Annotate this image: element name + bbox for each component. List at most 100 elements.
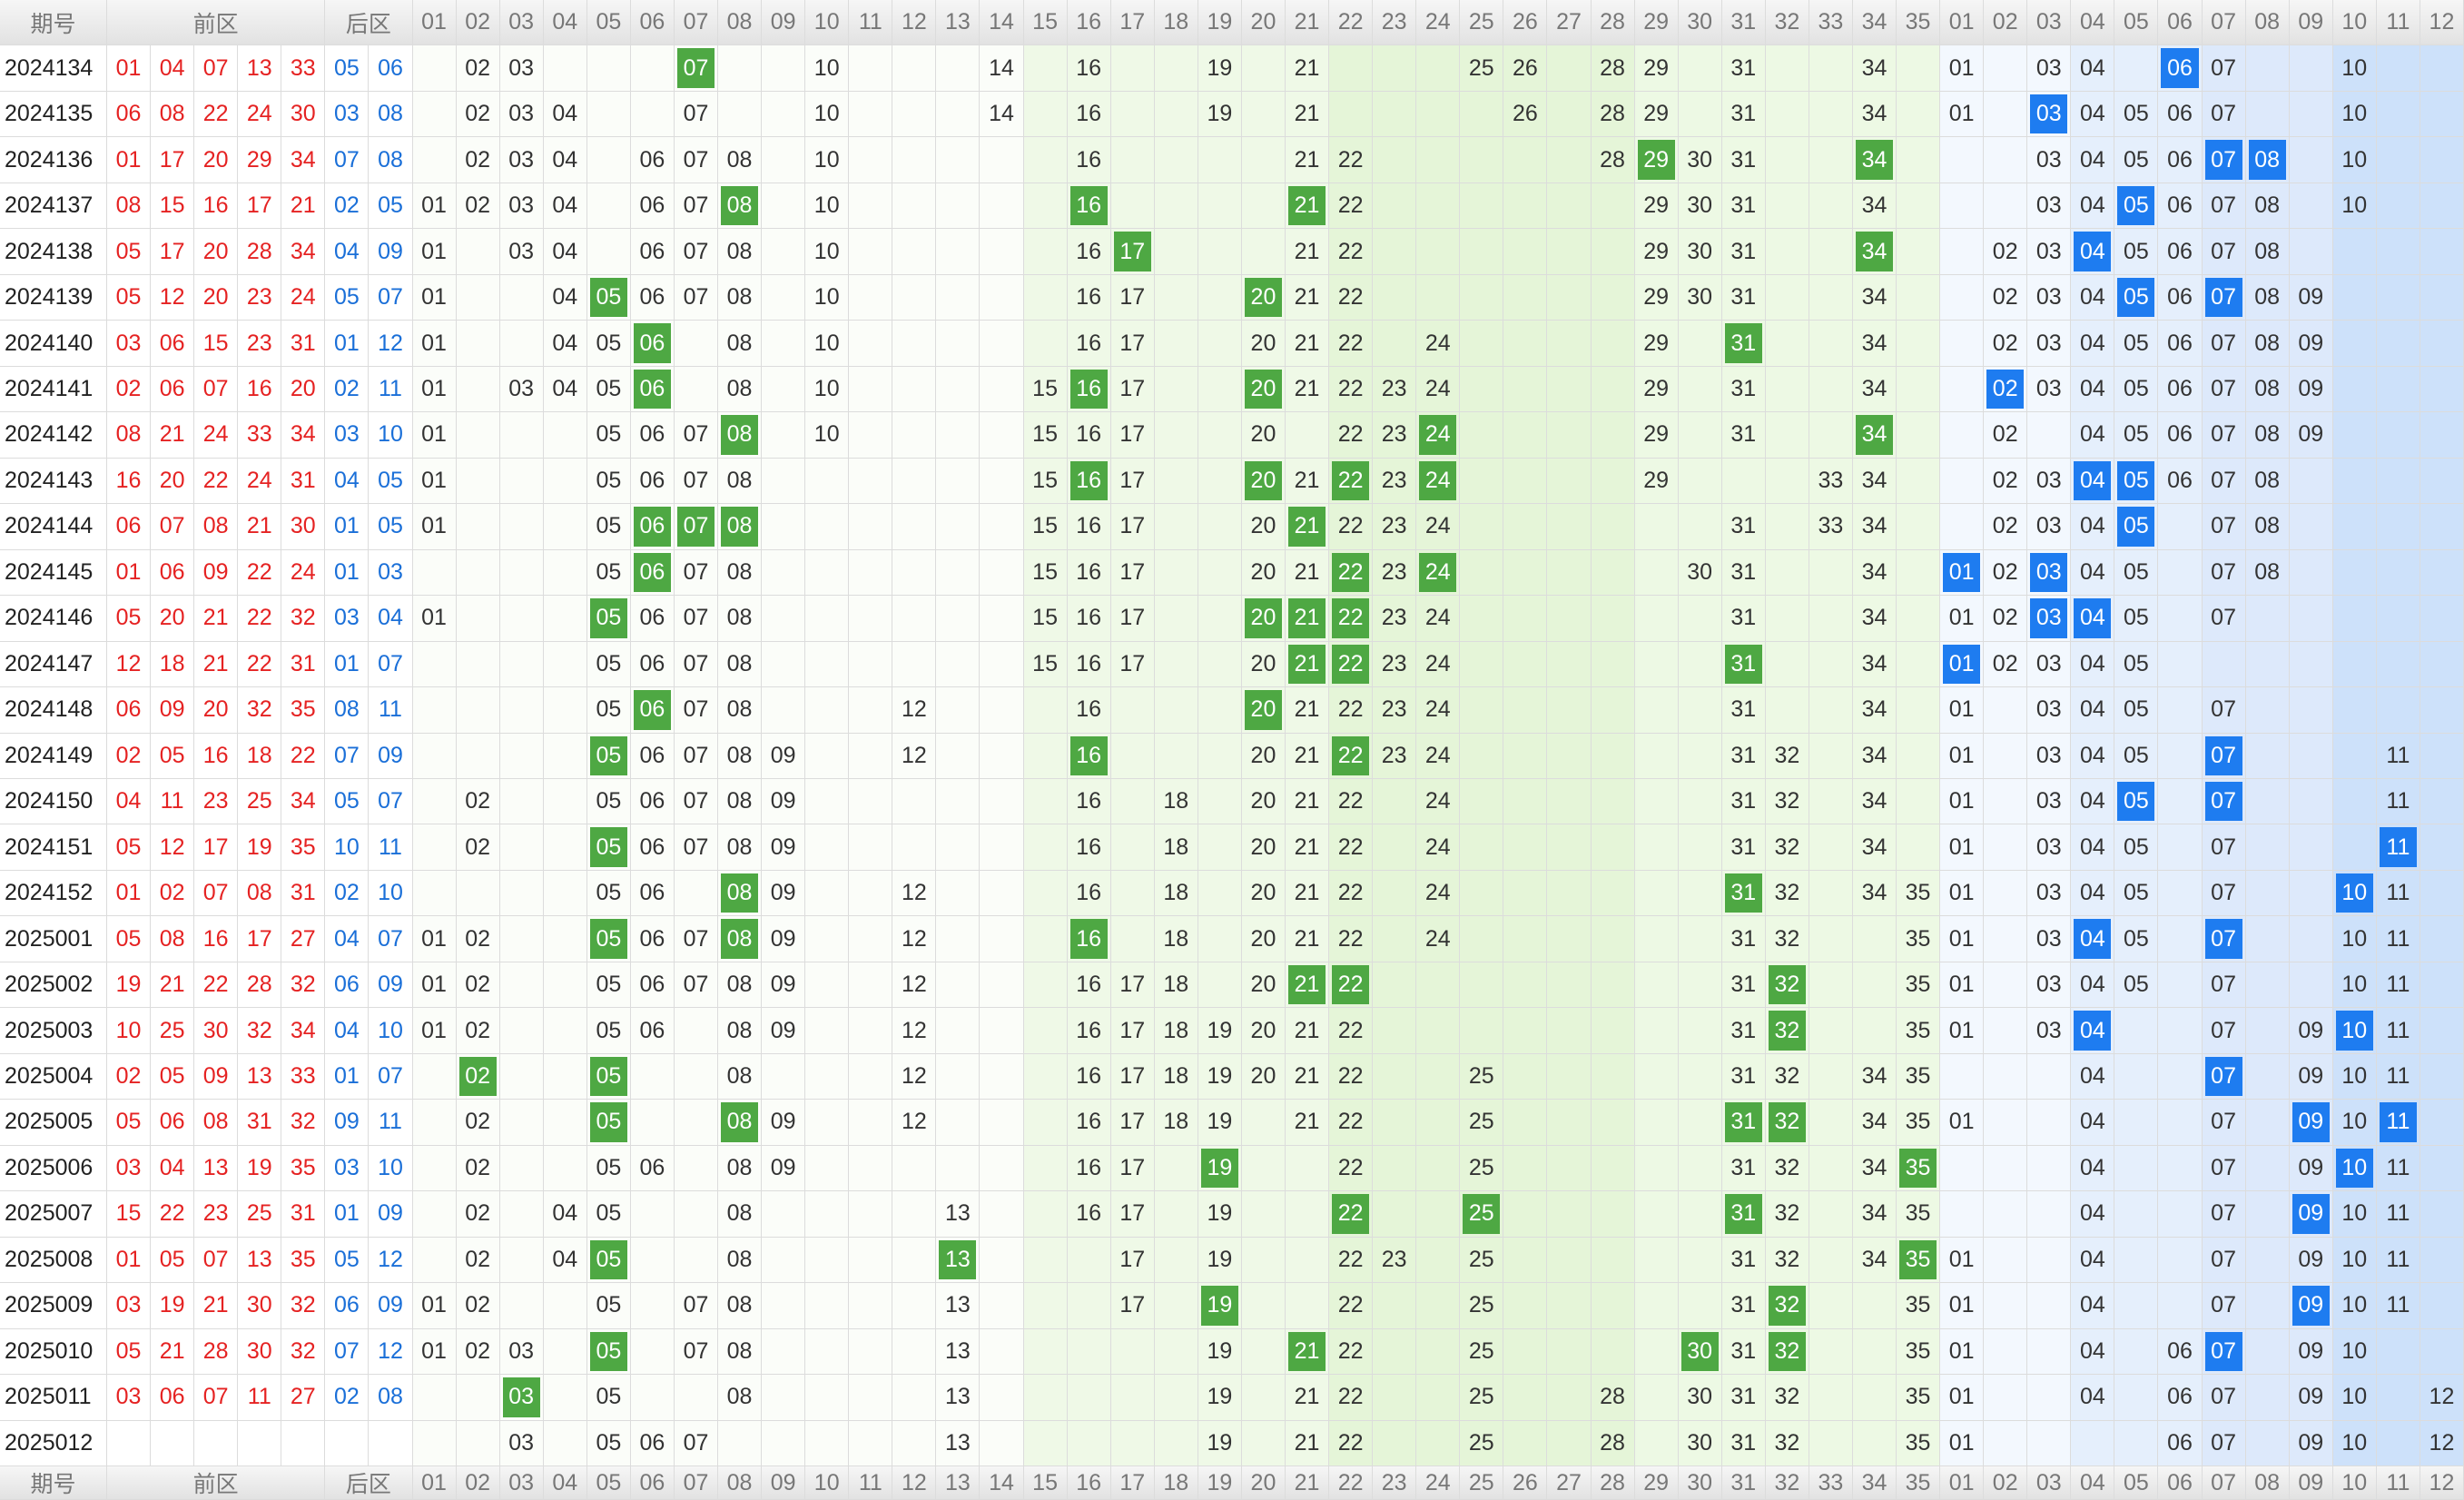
front-zone-cell: 01	[412, 458, 457, 505]
front-zone-cell: 31	[1721, 641, 1766, 688]
front-zone-cell: 05	[586, 778, 631, 825]
front-draw: 03	[107, 1145, 152, 1192]
front-zone-cell	[1678, 1053, 1722, 1100]
front-zone-cell	[980, 1008, 1024, 1054]
back-zone-cell: 04	[2071, 321, 2115, 367]
front-zone-cell: 22	[1329, 321, 1374, 367]
front-zone-cell: 07	[674, 1328, 719, 1376]
front-zone-cell: 07	[674, 916, 719, 962]
back-zone-cell	[2071, 1420, 2115, 1466]
hit-number: 32	[1768, 1102, 1806, 1142]
hit-number: 08	[721, 415, 759, 455]
front-zone-cell: 32	[1765, 1328, 1809, 1376]
back-zone-cell: 11	[2376, 1053, 2420, 1100]
front-zone-cell: 16	[1067, 321, 1111, 367]
front-zone-cell	[1634, 916, 1679, 962]
hit-number: 07	[2204, 277, 2242, 318]
hit-number: 21	[1287, 507, 1326, 547]
front-zone-cell	[849, 1283, 893, 1329]
front-zone-cell: 08	[718, 1191, 763, 1238]
front-zone-cell: 10	[805, 137, 850, 183]
front-zone-cell	[499, 274, 544, 321]
front-zone-cell	[1809, 229, 1853, 275]
hit-number: 06	[2161, 48, 2199, 88]
front-zone-cell	[1416, 183, 1461, 230]
front-zone-cell	[1241, 1420, 1286, 1466]
front-column-header: 18	[1154, 1466, 1198, 1500]
front-zone-cell: 24	[1416, 687, 1461, 734]
front-zone-cell	[892, 549, 937, 597]
back-zone-cell	[2376, 412, 2420, 459]
back-draw: 01	[325, 549, 370, 597]
back-zone-cell	[2420, 91, 2464, 138]
front-zone-cell	[936, 687, 981, 734]
front-zone-cell	[1503, 229, 1548, 275]
front-column-header: 16	[1067, 0, 1111, 46]
back-zone-cell: 07	[2202, 274, 2246, 321]
front-zone-cell	[1023, 1008, 1068, 1054]
front-zone-cell	[630, 1328, 675, 1376]
front-zone-cell	[1503, 824, 1548, 871]
front-zone-cell: 16	[1067, 778, 1111, 825]
front-zone-cell	[1460, 687, 1504, 734]
back-zone-cell	[1984, 45, 2028, 92]
hit-number: 05	[589, 827, 627, 867]
front-draw: 22	[281, 733, 326, 779]
front-zone-cell: 07	[674, 183, 719, 230]
issue-number: 2024151	[0, 824, 107, 871]
back-zone-cell	[2420, 733, 2464, 779]
front-zone-cell: 23	[1373, 687, 1417, 734]
front-zone-cell	[1373, 91, 1417, 138]
back-zone-cell	[2114, 1100, 2159, 1146]
front-zone-cell	[1809, 1145, 1853, 1192]
back-zone-cell: 05	[2114, 778, 2159, 825]
front-zone-cell: 07	[674, 687, 719, 734]
front-draw: 35	[281, 824, 326, 871]
back-zone-cell	[2420, 321, 2464, 367]
front-draw: 32	[238, 1008, 282, 1054]
back-column-header: 03	[2027, 1466, 2072, 1500]
hit-number: 08	[721, 1102, 759, 1142]
front-zone-cell	[1503, 183, 1548, 230]
front-zone-cell: 02	[456, 962, 500, 1009]
front-zone-cell	[936, 733, 981, 779]
back-zone-cell: 11	[2376, 962, 2420, 1009]
front-zone-cell	[1765, 183, 1809, 230]
front-zone-cell	[630, 1053, 675, 1100]
back-zone-cell: 04	[2071, 1328, 2115, 1376]
back-zone-cell: 05	[2114, 596, 2159, 642]
front-zone-cell	[762, 45, 806, 92]
front-zone-cell: 16	[1067, 274, 1111, 321]
issue-number: 2025004	[0, 1053, 107, 1100]
front-zone-cell	[1634, 962, 1679, 1009]
front-zone-cell: 07	[674, 733, 719, 779]
front-zone-cell	[1503, 641, 1548, 688]
front-draw: 01	[107, 45, 152, 92]
back-zone-cell	[2158, 641, 2203, 688]
back-zone-cell: 08	[2245, 274, 2290, 321]
front-zone-cell: 08	[718, 229, 763, 275]
front-zone-cell: 21	[1285, 596, 1330, 642]
back-zone-cell: 04	[2071, 183, 2115, 230]
front-zone-cell	[1198, 504, 1242, 550]
front-zone-cell: 04	[543, 229, 587, 275]
back-zone-cell: 09	[2289, 274, 2333, 321]
front-zone-cell: 32	[1765, 870, 1809, 917]
front-zone-cell	[718, 45, 763, 92]
front-zone-cell	[1460, 458, 1504, 505]
front-zone-cell	[892, 1191, 937, 1238]
front-zone-cell	[936, 229, 981, 275]
hit-number: 19	[1200, 1148, 1238, 1189]
front-zone-cell: 34	[1852, 321, 1897, 367]
front-zone-cell: 05	[586, 1283, 631, 1329]
front-zone-cell	[1198, 733, 1242, 779]
front-zone-cell	[1678, 458, 1722, 505]
hit-number: 11	[2379, 1102, 2417, 1142]
hit-number: 08	[2248, 140, 2286, 180]
back-zone-cell	[2027, 1100, 2072, 1146]
back-zone-cell: 05	[2114, 366, 2159, 413]
front-zone-cell	[1809, 1008, 1853, 1054]
front-zone-cell	[849, 1420, 893, 1466]
front-zone-cell	[892, 824, 937, 871]
front-column-header: 20	[1241, 0, 1286, 46]
